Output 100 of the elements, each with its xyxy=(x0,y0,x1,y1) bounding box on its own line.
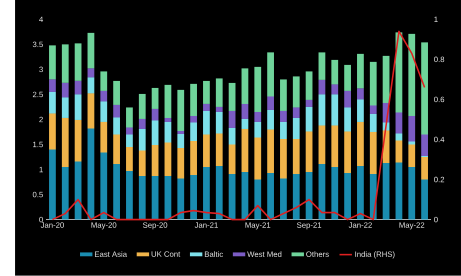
bar xyxy=(49,46,56,80)
bar xyxy=(203,111,210,135)
bar xyxy=(49,80,56,92)
bar xyxy=(370,106,377,114)
bar xyxy=(74,81,82,95)
bar xyxy=(370,62,377,106)
bar xyxy=(190,175,197,220)
bar xyxy=(396,162,402,220)
bar xyxy=(190,141,197,176)
bar xyxy=(216,107,223,112)
bar xyxy=(408,167,416,220)
bar xyxy=(152,176,158,220)
bar xyxy=(113,134,120,164)
bar xyxy=(113,81,120,106)
bar xyxy=(216,134,223,166)
bar xyxy=(228,83,236,112)
bar xyxy=(203,167,210,220)
bar xyxy=(138,176,146,220)
bar xyxy=(408,116,416,142)
bar xyxy=(113,164,120,220)
bar xyxy=(306,107,312,132)
bar xyxy=(280,139,287,179)
bar xyxy=(190,122,197,142)
bar xyxy=(306,132,312,172)
bar xyxy=(88,78,94,94)
bar xyxy=(49,150,56,220)
bar xyxy=(292,76,300,108)
bar xyxy=(152,145,158,176)
bar xyxy=(138,119,146,130)
bar xyxy=(331,94,338,126)
bar xyxy=(331,126,338,168)
bar xyxy=(306,72,312,100)
bar xyxy=(344,65,351,92)
bar xyxy=(164,142,172,176)
bar xyxy=(100,122,108,153)
bar xyxy=(306,172,312,220)
bar xyxy=(203,81,210,104)
bar xyxy=(318,80,326,95)
bar xyxy=(254,180,262,220)
bar xyxy=(306,100,312,108)
bar xyxy=(152,88,158,110)
bar xyxy=(177,148,184,179)
bar xyxy=(62,167,69,220)
bar xyxy=(421,180,428,220)
bar xyxy=(254,67,262,112)
bar xyxy=(292,174,300,220)
bar xyxy=(177,131,184,134)
bar xyxy=(49,114,56,150)
bar xyxy=(152,120,158,146)
bar xyxy=(216,78,223,108)
bar xyxy=(74,94,82,120)
bar xyxy=(242,119,248,130)
bar xyxy=(382,163,390,220)
bar xyxy=(357,122,364,166)
bar xyxy=(318,126,326,164)
bar xyxy=(370,132,377,174)
bar xyxy=(74,162,82,220)
bar xyxy=(267,173,274,220)
bar xyxy=(216,112,223,134)
bar xyxy=(164,122,172,143)
bar xyxy=(152,109,158,121)
bar xyxy=(190,84,197,116)
bar xyxy=(408,34,416,116)
bar xyxy=(254,122,262,138)
bar xyxy=(177,134,184,148)
bar xyxy=(331,60,338,85)
bar xyxy=(228,128,236,145)
bar xyxy=(88,68,94,78)
bar xyxy=(421,134,428,156)
bar xyxy=(100,102,108,122)
bar xyxy=(177,90,184,132)
bar xyxy=(242,68,248,104)
bar xyxy=(62,118,69,168)
bar xyxy=(126,108,133,128)
bar xyxy=(164,176,172,220)
bar xyxy=(216,166,223,220)
bar xyxy=(203,134,210,168)
bar xyxy=(74,44,82,82)
bar xyxy=(267,96,274,110)
bar xyxy=(88,128,94,220)
bar xyxy=(344,108,351,132)
bar xyxy=(344,91,351,108)
bar xyxy=(382,56,390,104)
bar xyxy=(113,118,120,135)
bar xyxy=(292,139,300,174)
bar xyxy=(138,129,146,151)
bar xyxy=(228,111,236,128)
bar xyxy=(408,144,416,168)
bar xyxy=(331,167,338,220)
bar xyxy=(357,54,364,89)
bar xyxy=(318,94,326,126)
bar xyxy=(370,114,377,132)
bar xyxy=(357,166,364,220)
bar xyxy=(344,132,351,174)
bar xyxy=(421,157,428,180)
bar xyxy=(242,172,248,220)
bar xyxy=(292,118,300,140)
bar xyxy=(254,112,262,122)
bar xyxy=(396,112,402,134)
bar xyxy=(62,98,69,118)
